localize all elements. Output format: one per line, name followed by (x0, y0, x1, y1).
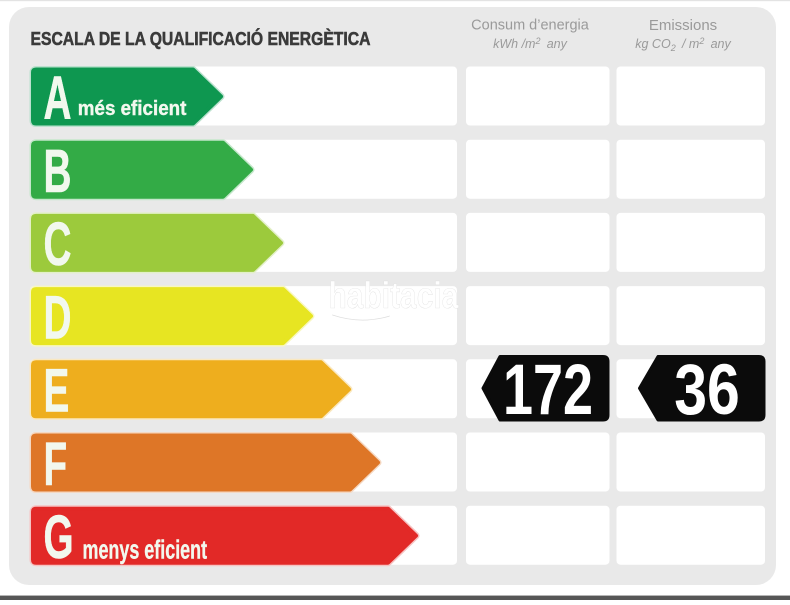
svg-text:Consum d’energia: Consum d’energia (471, 17, 590, 33)
svg-text:més eficient: més eficient (78, 97, 187, 120)
svg-text:kg CO2 / m2 any: kg CO2 / m2 any (635, 36, 731, 53)
svg-text:E: E (44, 355, 70, 424)
svg-text:F: F (44, 429, 68, 498)
svg-text:menys eficient: menys eficient (83, 535, 208, 564)
svg-text:ESCALA DE LA QUALIFICACIÓ ENER: ESCALA DE LA QUALIFICACIÓ ENERGÈTICA (31, 28, 371, 50)
svg-text:D: D (44, 282, 72, 351)
svg-text:C: C (44, 209, 72, 278)
svg-text:A: A (44, 63, 72, 132)
svg-text:habitacia: habitacia (329, 276, 459, 317)
svg-text:36: 36 (674, 350, 740, 429)
svg-text:B: B (44, 136, 72, 205)
svg-text:G: G (44, 502, 74, 571)
svg-text:Emissions: Emissions (649, 17, 717, 34)
svg-text:172: 172 (503, 351, 593, 430)
svg-text:kWh /m2 any: kWh /m2 any (493, 36, 568, 51)
